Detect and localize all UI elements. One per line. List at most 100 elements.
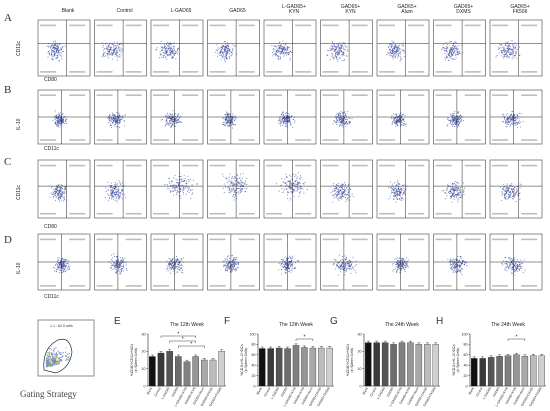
tick-label: 20 — [142, 350, 146, 354]
flow-plot-b-4 — [207, 89, 260, 145]
category-label: Blank — [146, 386, 154, 395]
flow-plot-a-8 — [433, 19, 486, 77]
significance-marker: * — [303, 335, 305, 341]
category-label: L-GAD65 — [376, 386, 386, 400]
gate-label: 1-1 : 62.9 cells — [50, 324, 73, 328]
flow-plot-c-1 — [37, 159, 91, 219]
bar — [318, 347, 325, 387]
gating-plot: 1-1 : 62.9 cells — [37, 319, 95, 377]
category-label: GAD65 — [386, 386, 395, 397]
tick-label: 30 — [142, 332, 146, 336]
bar — [381, 342, 389, 387]
panel-label-g: G — [330, 316, 338, 327]
tick-label: 100 — [462, 332, 468, 336]
bar — [521, 356, 529, 387]
bar — [504, 355, 512, 387]
flow-plot-d-5 — [263, 233, 317, 291]
flow-plot-d-2 — [94, 233, 147, 291]
bar-chart-f: F The 12th Week 0 20 40 60 80 100 %CD11c+IL-10+D… — [224, 316, 334, 407]
category-label: Control — [263, 386, 272, 397]
bar — [530, 355, 537, 387]
flow-plot-c-7 — [376, 159, 430, 219]
chart-title: The 24th Week — [385, 322, 419, 328]
bar — [259, 348, 266, 387]
column-header: Blank — [61, 8, 75, 14]
category-label: Control — [369, 386, 378, 397]
tick-label: 80 — [252, 343, 256, 347]
flow-plot-d-1 — [37, 233, 91, 291]
bar — [415, 344, 423, 387]
flow-plot-d-9 — [489, 233, 543, 291]
flow-plot-b-1 — [37, 89, 91, 145]
tick-label: 20 — [252, 374, 256, 378]
bar — [292, 345, 300, 387]
y-axis-label: (in Spleen Cells) — [134, 348, 138, 373]
flow-plot-c-4 — [207, 159, 260, 219]
bar — [479, 358, 486, 387]
y-axis-label: %CD80+CD11c+DCs — [130, 344, 134, 377]
flow-plot-b-2 — [94, 89, 147, 145]
flow-plot-d-6 — [320, 233, 373, 291]
bar — [496, 356, 503, 387]
panel-label-b: B — [4, 84, 12, 96]
bar-chart-e: E The 12th Week 0 10 20 30 %CD80+CD11c+DCs (in … — [114, 316, 226, 407]
gate-polygon — [43, 338, 73, 374]
bar — [390, 344, 397, 387]
bar — [275, 347, 283, 387]
flow-plot-a-3 — [150, 19, 204, 77]
column-header: GAD65 — [229, 8, 246, 14]
flow-plot-a-9 — [489, 19, 543, 77]
category-label: Control — [475, 386, 484, 397]
category-label: GAD65 — [492, 386, 501, 397]
bar-chart-g: G The 24th Week 0 10 20 30 %CD80+CD11c+DCs (in … — [330, 316, 440, 407]
tick-label: 100 — [250, 332, 256, 336]
flow-plot-b-8 — [433, 89, 486, 145]
y-axis-label: (in Spleen Cells) — [456, 348, 460, 373]
bar — [471, 358, 478, 387]
tick-label: 0 — [466, 384, 468, 388]
bar — [424, 344, 431, 387]
flow-plot-b-6 — [320, 89, 373, 145]
bar — [157, 352, 165, 387]
bar — [326, 347, 333, 387]
flow-plot-b-5 — [263, 89, 317, 145]
column-header: L-GAD65 — [170, 8, 192, 14]
significance-marker: * — [190, 342, 192, 348]
bar — [284, 348, 291, 387]
flow-plot-d-7 — [376, 233, 430, 291]
bar — [201, 359, 208, 387]
category-label: L-GAD65 — [270, 386, 280, 400]
column-header: GAD65+ DXMS — [453, 4, 474, 15]
tick-label: 0 — [144, 384, 146, 388]
flow-plot-c-5 — [263, 159, 317, 219]
tick-label: 30 — [358, 332, 362, 336]
category-label: GAD65 — [171, 386, 180, 397]
bar — [192, 356, 199, 387]
bar — [166, 351, 173, 387]
flow-plot-a-7 — [376, 19, 430, 77]
bar — [487, 357, 495, 387]
tick-label: 40 — [464, 364, 468, 368]
flow-plot-b-7 — [376, 89, 430, 145]
significance-marker: * — [515, 335, 517, 341]
flow-plot-a-5 — [263, 19, 317, 77]
flow-plot-d-4 — [207, 233, 260, 291]
category-label: L-GAD65 — [482, 386, 492, 400]
bar — [267, 348, 274, 387]
panel-label-f: F — [224, 316, 230, 327]
y-axis-label: %CD11c+IL-10+DCs — [452, 344, 456, 376]
tick-label: 20 — [464, 374, 468, 378]
row-d-x-axis: CD11c — [44, 294, 59, 300]
flow-plot-a-6 — [320, 19, 373, 77]
tick-label: 0 — [254, 384, 256, 388]
chart-title: The 12th Week — [170, 322, 204, 328]
flow-plot-a-4 — [207, 19, 260, 77]
bar — [432, 344, 439, 387]
significance-marker: * — [182, 337, 184, 343]
flow-plot-c-2 — [94, 159, 147, 219]
tick-label: 40 — [252, 364, 256, 368]
panel-label-h: H — [436, 316, 443, 327]
bar — [183, 361, 191, 387]
